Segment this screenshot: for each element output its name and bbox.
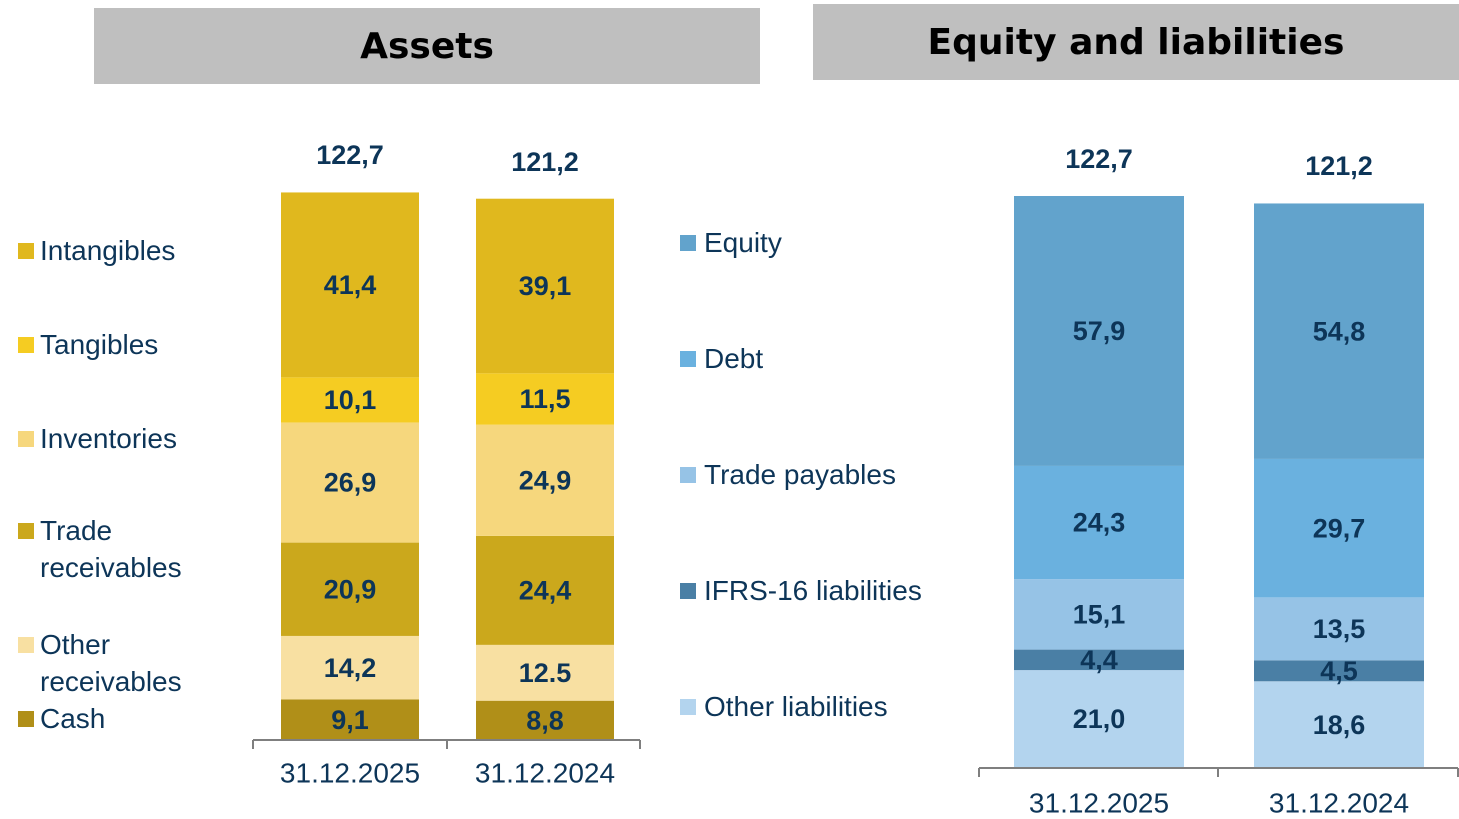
- legend-swatch: [680, 235, 696, 251]
- bar-segment: [1254, 660, 1424, 682]
- legend-label: Equity: [704, 227, 782, 258]
- value-label: 18,6: [1313, 710, 1366, 740]
- bar-segment: [281, 699, 419, 740]
- bar-segment: [1254, 597, 1424, 661]
- bar-segment: [281, 542, 419, 636]
- bar-segment: [1014, 670, 1184, 768]
- section-header: Assets: [94, 8, 760, 84]
- bar-segment: [476, 700, 614, 740]
- bar-segment: [1254, 458, 1424, 598]
- legend-swatch: [680, 583, 696, 599]
- value-label: 4,4: [1080, 645, 1118, 675]
- bar-segment: [1254, 681, 1424, 768]
- bar-segment: [1014, 465, 1184, 580]
- legend-swatch: [18, 711, 34, 727]
- value-label: 21,0: [1073, 704, 1126, 734]
- value-label: 26,9: [324, 468, 377, 498]
- legend-swatch: [680, 351, 696, 367]
- value-label: 13,5: [1313, 614, 1366, 644]
- legend-label: Trade payables: [704, 459, 896, 490]
- total-label: 122,7: [1065, 144, 1133, 174]
- value-label: 29,7: [1313, 513, 1366, 543]
- bar-segment: [281, 377, 419, 423]
- value-label: 9,1: [331, 705, 369, 735]
- legend-swatch: [18, 243, 34, 259]
- bar-segment: [1014, 649, 1184, 671]
- value-label: 24,3: [1073, 508, 1126, 538]
- value-label: 54,8: [1313, 316, 1366, 346]
- bar-segment: [476, 198, 614, 374]
- section-header: Equity and liabilities: [813, 4, 1459, 80]
- legend-label: Other liabilities: [704, 691, 888, 722]
- legend-label: Inventories: [40, 423, 177, 454]
- bar-segment: [281, 635, 419, 700]
- value-label: 15,1: [1073, 600, 1126, 630]
- value-label: 39,1: [519, 271, 572, 301]
- legend-swatch: [18, 337, 34, 353]
- bar-segment: [1254, 203, 1424, 459]
- total-label: 122,7: [316, 140, 384, 170]
- bar-segment: [1014, 579, 1184, 650]
- legend-label: Tangibles: [40, 329, 159, 360]
- legend-label: Intangibles: [40, 235, 176, 266]
- legend-label: Other receivables: [40, 629, 182, 697]
- legend-label: Debt: [704, 343, 764, 374]
- total-label: 121,2: [511, 147, 579, 177]
- bar-segment: [476, 373, 614, 425]
- legend-swatch: [18, 637, 34, 653]
- bar-segment: [476, 535, 614, 645]
- x-tick-label: 31.12.2024: [1269, 787, 1409, 818]
- value-label: 24,9: [519, 465, 572, 495]
- legend-swatch: [680, 699, 696, 715]
- bar-segment: [476, 424, 614, 536]
- bar-segment: [281, 192, 419, 378]
- legend-label: Trade receivables: [40, 515, 182, 583]
- x-tick-label: 31.12.2024: [475, 757, 615, 788]
- legend-swatch: [18, 431, 34, 447]
- bar-segment: [476, 644, 614, 701]
- bar-segment: [1014, 196, 1184, 466]
- value-label: 12.5: [519, 658, 572, 688]
- x-tick-label: 31.12.2025: [1029, 787, 1169, 818]
- value-label: 24,4: [519, 576, 572, 606]
- total-label: 121,2: [1305, 151, 1373, 181]
- legend-label: IFRS-16 liabilities: [704, 575, 922, 606]
- value-label: 8,8: [526, 705, 564, 735]
- value-label: 11,5: [519, 384, 570, 414]
- legend-swatch: [18, 523, 34, 539]
- value-label: 14,2: [324, 653, 377, 683]
- bar-segment: [281, 422, 419, 543]
- value-label: 20,9: [324, 574, 377, 604]
- value-label: 57,9: [1073, 316, 1126, 346]
- legend-label: Cash: [40, 703, 106, 734]
- value-label: 10,1: [324, 385, 377, 415]
- x-tick-label: 31.12.2025: [280, 757, 420, 788]
- value-label: 41,4: [324, 270, 377, 300]
- legend-swatch: [680, 467, 696, 483]
- value-label: 4,5: [1320, 656, 1358, 686]
